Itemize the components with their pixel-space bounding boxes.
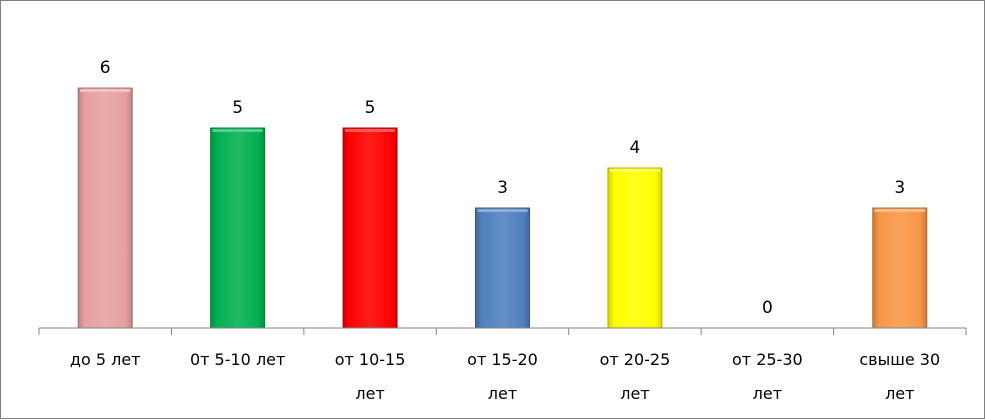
x-tick-label: лет: [885, 384, 914, 403]
x-tick-label: от 25-30: [732, 350, 803, 369]
data-labels-layer: 6 5 5 3 4 0 3: [100, 58, 905, 318]
bar: [607, 167, 663, 329]
x-tick-label: от 10-15: [335, 350, 406, 369]
category-labels-layer: до 5 лет 0т 5-10 лет от 10-15 лет от 15-20 ле…: [70, 350, 940, 403]
data-label: 4: [630, 138, 641, 158]
bar-bevel: [609, 169, 660, 172]
data-label: 3: [497, 178, 508, 198]
bar-bevel: [874, 209, 925, 212]
bar-bevel: [212, 129, 263, 132]
x-tick-label: лет: [753, 384, 782, 403]
x-tick-label: от 20-25: [600, 350, 671, 369]
bar-bevel: [80, 89, 131, 92]
bar-bevel: [345, 129, 396, 132]
data-label: 5: [365, 98, 376, 118]
x-tick-label: лет: [620, 384, 649, 403]
x-tick-label: от 15-20: [467, 350, 538, 369]
bar: [872, 207, 928, 329]
x-tick-label: 0т 5-10 лет: [190, 350, 285, 369]
data-label: 5: [232, 98, 243, 118]
data-label: 6: [100, 58, 111, 78]
bar: [342, 127, 398, 329]
x-tick-label: свыше 30: [859, 350, 940, 369]
data-label: 3: [894, 178, 905, 198]
bar: [210, 127, 266, 329]
data-label: 0: [762, 298, 773, 318]
bar: [77, 87, 133, 329]
x-axis-ticks: [38, 328, 967, 335]
x-tick-label: лет: [488, 384, 517, 403]
bar-bevel: [477, 209, 528, 212]
x-tick-label: лет: [355, 384, 384, 403]
bar: [475, 207, 530, 329]
x-tick-label: до 5 лет: [70, 350, 141, 369]
bars-layer: [77, 87, 928, 329]
